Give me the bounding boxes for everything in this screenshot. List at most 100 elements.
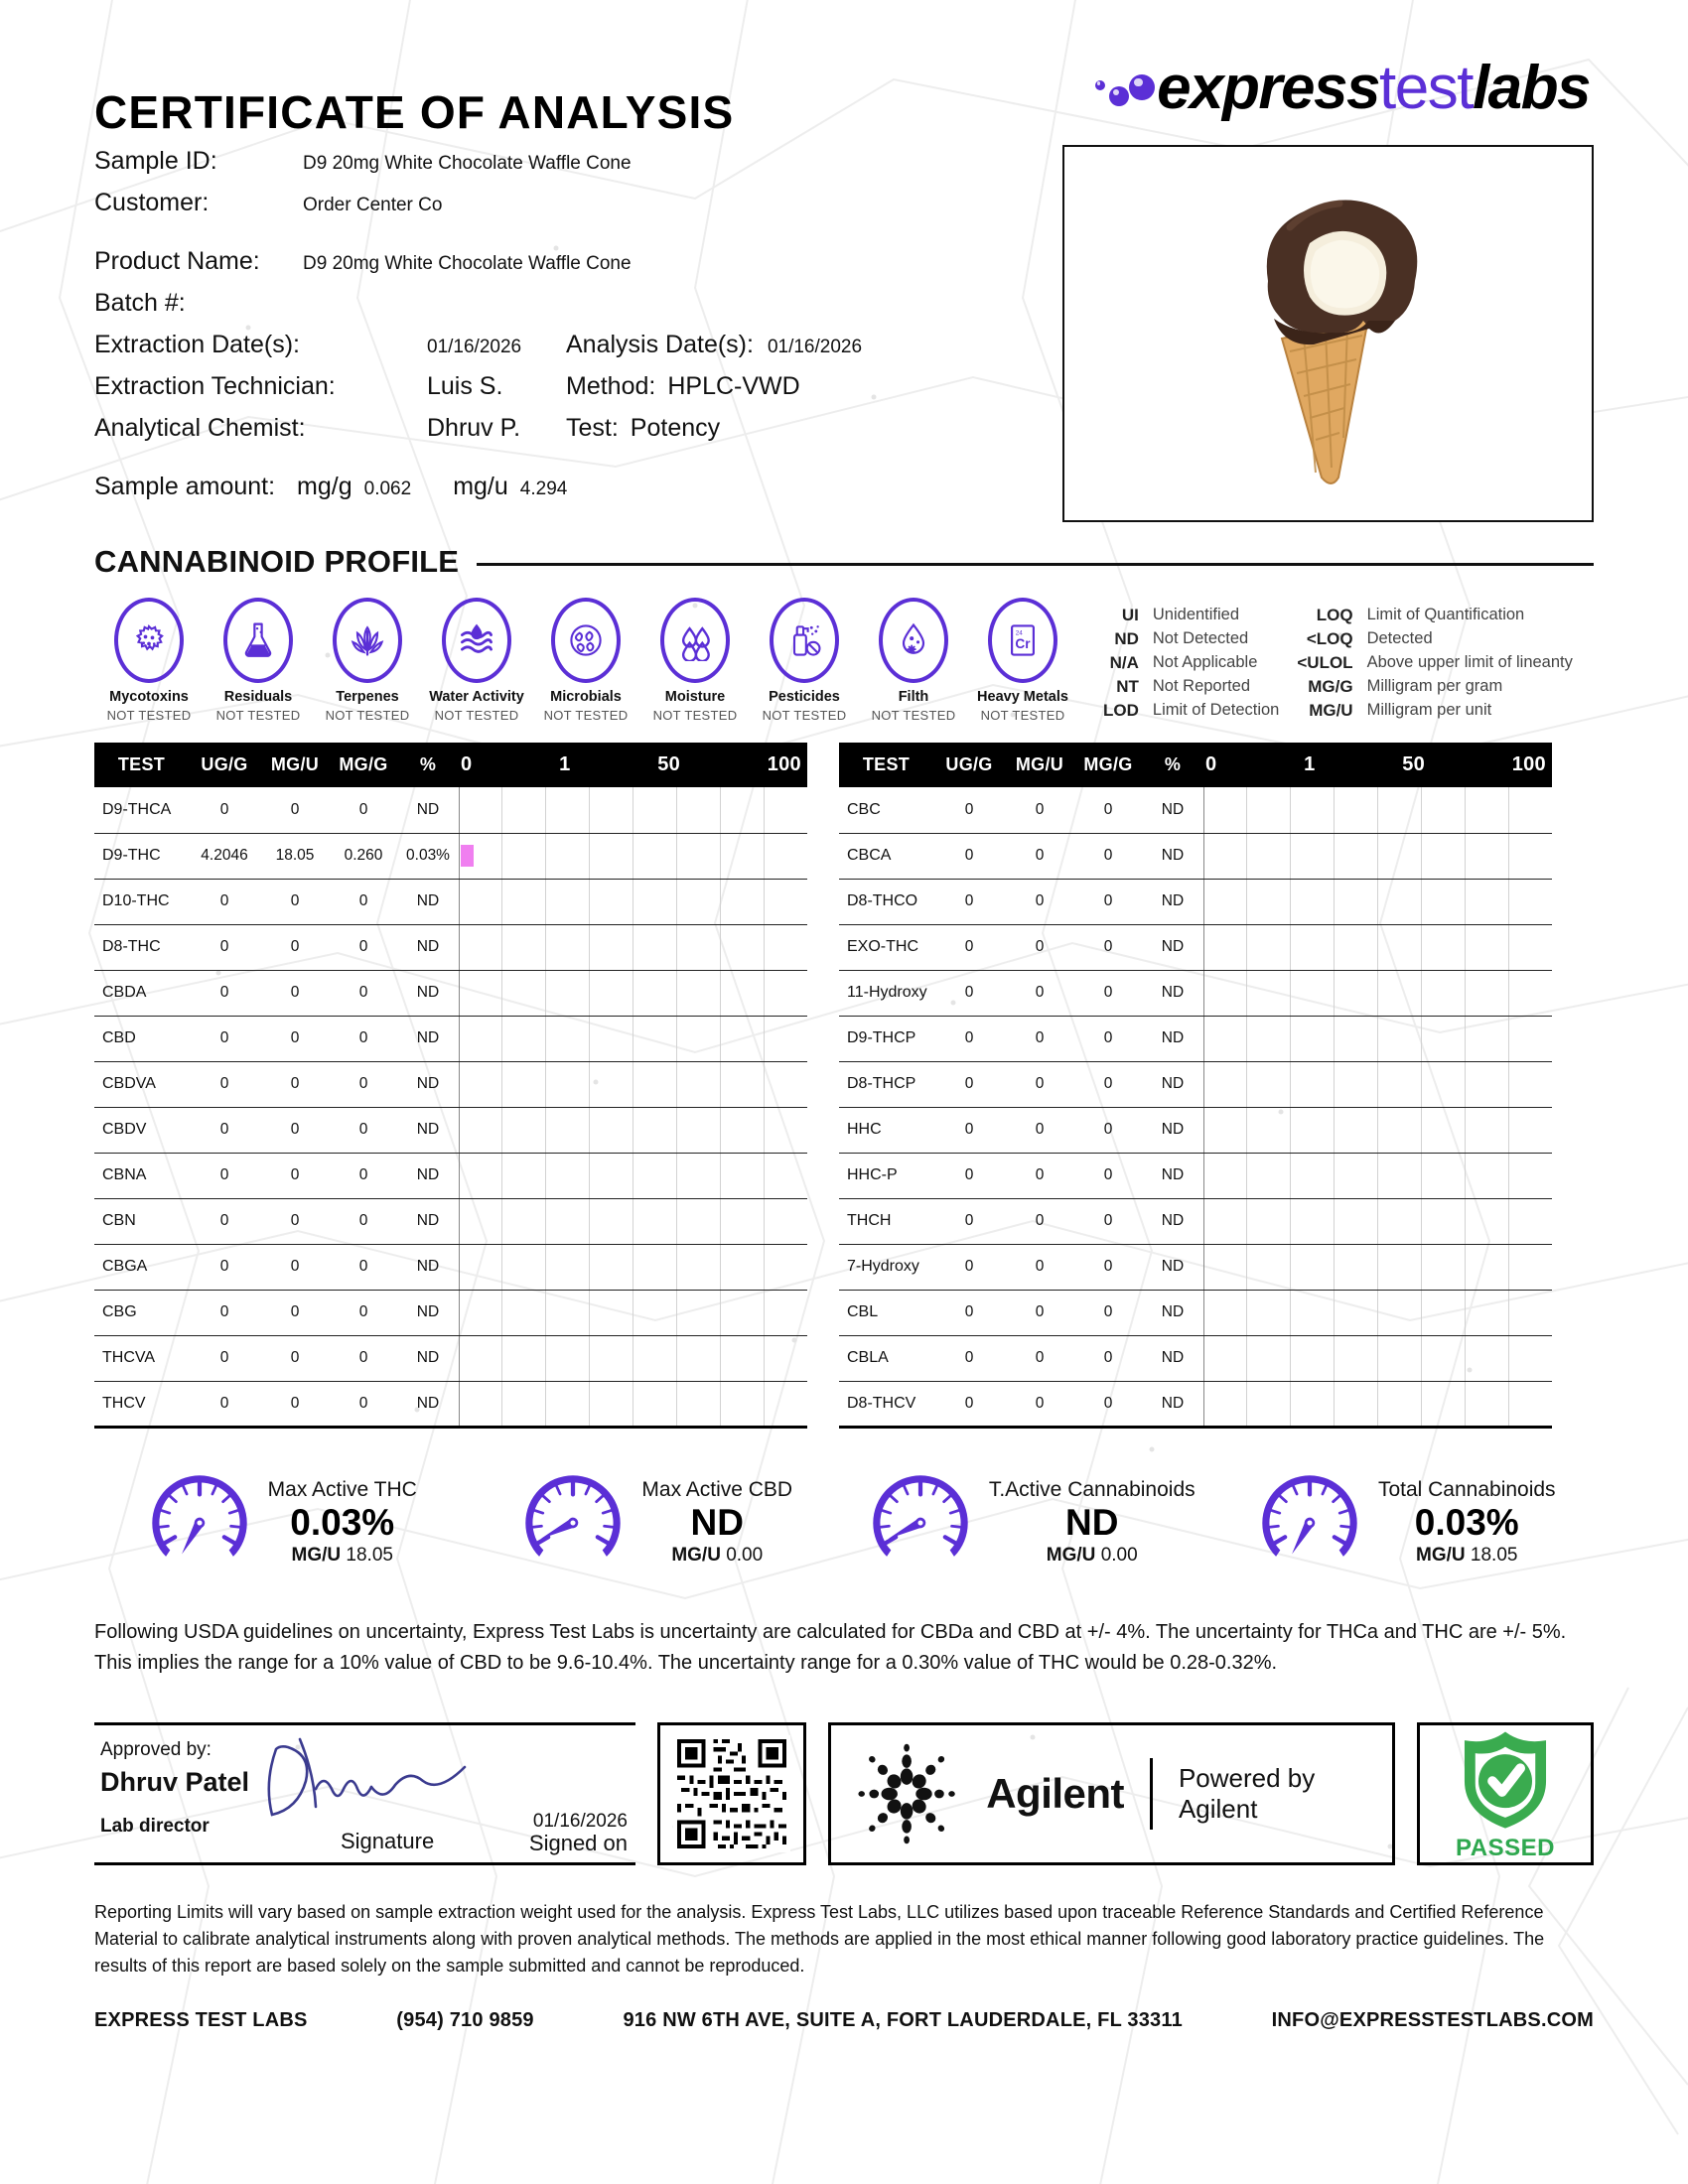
- cell-bar: [459, 1381, 807, 1429]
- cell-ugg: 0: [189, 1381, 260, 1429]
- sample-mgg-label: mg/g: [297, 473, 352, 500]
- panel-item-terpenes: Terpenes NOT TESTED: [313, 598, 422, 723]
- cell-bar: [1203, 879, 1552, 925]
- panel-status: NOT TESTED: [215, 708, 301, 723]
- legend-key: MG/G: [1308, 677, 1353, 696]
- cell-ugg: 0: [933, 879, 1005, 925]
- table-row: CBNA 0 0 0 ND: [94, 1153, 807, 1199]
- panel-name: Microbials: [550, 689, 622, 705]
- cell-mgg: 0: [1074, 787, 1142, 834]
- gauge-dial-icon: [1262, 1474, 1357, 1557]
- cell-mgg: 0: [330, 1107, 397, 1154]
- product-name-label: Product Name:: [94, 247, 260, 275]
- cell-mgg: 0: [1074, 1244, 1142, 1291]
- extraction-date-label: Extraction Date(s):: [94, 331, 301, 358]
- scale-tick: 1: [1304, 753, 1316, 775]
- gauge-dial-icon: [151, 1474, 247, 1557]
- abbreviation-legend: UI Unidentified ND Not Detected N/A Not Appli…: [1103, 598, 1573, 721]
- cell-test: CBDV: [94, 1107, 189, 1154]
- cell-mgg: 0: [330, 924, 397, 971]
- sample-mgg-value: 0.062: [363, 478, 412, 499]
- cell-mgg: 0: [330, 1153, 397, 1199]
- table-row: CBCA 0 0 0 ND: [839, 833, 1552, 880]
- qr-code[interactable]: [657, 1721, 806, 1865]
- cell-mgg: 0.260: [330, 833, 397, 880]
- sample-mgu-label: mg/u: [453, 473, 508, 500]
- field-chemist-test: Analytical Chemist: Dhruv P. Test: Poten…: [94, 414, 1048, 443]
- panel-item-water-activity: Water Activity NOT TESTED: [422, 598, 531, 723]
- table-row: D9-THCP 0 0 0 ND: [839, 1016, 1552, 1062]
- col-header: UG/G: [933, 743, 1005, 787]
- table-row: CBDV 0 0 0 ND: [94, 1107, 807, 1154]
- qr-code-icon: [673, 1734, 790, 1852]
- gauge-value: 0.03%: [1414, 1502, 1519, 1544]
- cell-mgu: 0: [260, 1335, 330, 1382]
- gauge-value: ND: [690, 1502, 744, 1544]
- field-product-name: Product Name: D9 20mg White Chocolate Wa…: [94, 247, 1048, 276]
- gauge-unit-value: 0.00: [726, 1544, 764, 1566]
- scale-tick: 100: [767, 753, 801, 775]
- cell-test: CBD: [94, 1016, 189, 1062]
- chemist-value: Dhruv P.: [427, 414, 521, 442]
- footer-phone[interactable]: (954) 710 9859: [396, 2008, 534, 2031]
- cell-mgu: 0: [260, 924, 330, 971]
- scale-tick: 1: [559, 753, 571, 775]
- legend-key: UI: [1121, 606, 1139, 624]
- cell-test: CBG: [94, 1290, 189, 1336]
- table-row: D8-THCP 0 0 0 ND: [839, 1061, 1552, 1108]
- legend-key: LOD: [1103, 701, 1139, 720]
- field-dates: Extraction Date(s): 01/16/2026 Analysis …: [94, 331, 1048, 359]
- cell-mgg: 0: [330, 1198, 397, 1245]
- table-row: D10-THC 0 0 0 ND: [94, 879, 807, 925]
- cell-pct: ND: [1142, 924, 1203, 971]
- signed-on-caption: Signed on: [528, 1830, 628, 1855]
- table-row: HHC-P 0 0 0 ND: [839, 1153, 1552, 1199]
- agilent-block: Agilent Powered by Agilent: [828, 1721, 1395, 1865]
- cell-pct: ND: [1142, 970, 1203, 1017]
- legend-column-left: UI Unidentified ND Not Detected N/A Not Appli…: [1103, 606, 1279, 721]
- test-label: Test:: [566, 414, 619, 442]
- chemist-label: Analytical Chemist:: [94, 414, 306, 442]
- cell-bar: [1203, 1061, 1552, 1108]
- cell-test: D8-THCV: [839, 1381, 933, 1429]
- value-bar: [461, 845, 474, 867]
- panel-name: Filth: [898, 689, 929, 705]
- footer-email[interactable]: INFO@EXPRESSTESTLABS.COM: [1271, 2008, 1594, 2031]
- cell-mgg: 0: [330, 787, 397, 834]
- cell-pct: ND: [397, 1016, 459, 1062]
- cell-mgg: 0: [330, 1016, 397, 1062]
- cell-mgg: 0: [1074, 970, 1142, 1017]
- cell-bar: [1203, 1381, 1552, 1429]
- cell-ugg: 0: [933, 1153, 1005, 1199]
- cell-ugg: 0: [933, 924, 1005, 971]
- cell-pct: ND: [397, 924, 459, 971]
- panel-item-residuals: Residuals NOT TESTED: [204, 598, 313, 723]
- cell-mgu: 0: [1005, 1061, 1074, 1108]
- legend-key: MG/U: [1309, 701, 1353, 720]
- cell-mgu: 0: [1005, 970, 1074, 1017]
- product-image: [1062, 145, 1594, 522]
- customer-value: Order Center Co: [303, 195, 443, 215]
- gauge-unit-value: 0.00: [1100, 1544, 1138, 1566]
- cell-pct: ND: [397, 1153, 459, 1199]
- col-header: MG/U: [260, 743, 330, 787]
- pass-badge: PASSED: [1417, 1721, 1594, 1865]
- cell-mgg: 0: [1074, 924, 1142, 971]
- cell-test: D8-THCP: [839, 1061, 933, 1108]
- waffle-cone-illustration: [1266, 200, 1417, 484]
- cell-pct: ND: [1142, 1290, 1203, 1336]
- panel-item-mycotoxins: Mycotoxins NOT TESTED: [94, 598, 204, 723]
- cell-bar: [1203, 1107, 1552, 1154]
- cell-mgg: 0: [330, 879, 397, 925]
- cell-ugg: 0: [933, 833, 1005, 880]
- table-row: D9-THCA 0 0 0 ND: [94, 787, 807, 834]
- cell-ugg: 0: [933, 1381, 1005, 1429]
- cell-bar: [459, 879, 807, 925]
- method-label: Method:: [566, 372, 656, 400]
- cannabinoid-profile-heading: CANNABINOID PROFILE: [94, 544, 1594, 580]
- panel-name: Residuals: [223, 689, 293, 705]
- cell-test: D9-THCP: [839, 1016, 933, 1062]
- cell-mgg: 0: [330, 1335, 397, 1382]
- legend-value: Unidentified: [1152, 606, 1240, 623]
- legend-key: ND: [1114, 629, 1139, 648]
